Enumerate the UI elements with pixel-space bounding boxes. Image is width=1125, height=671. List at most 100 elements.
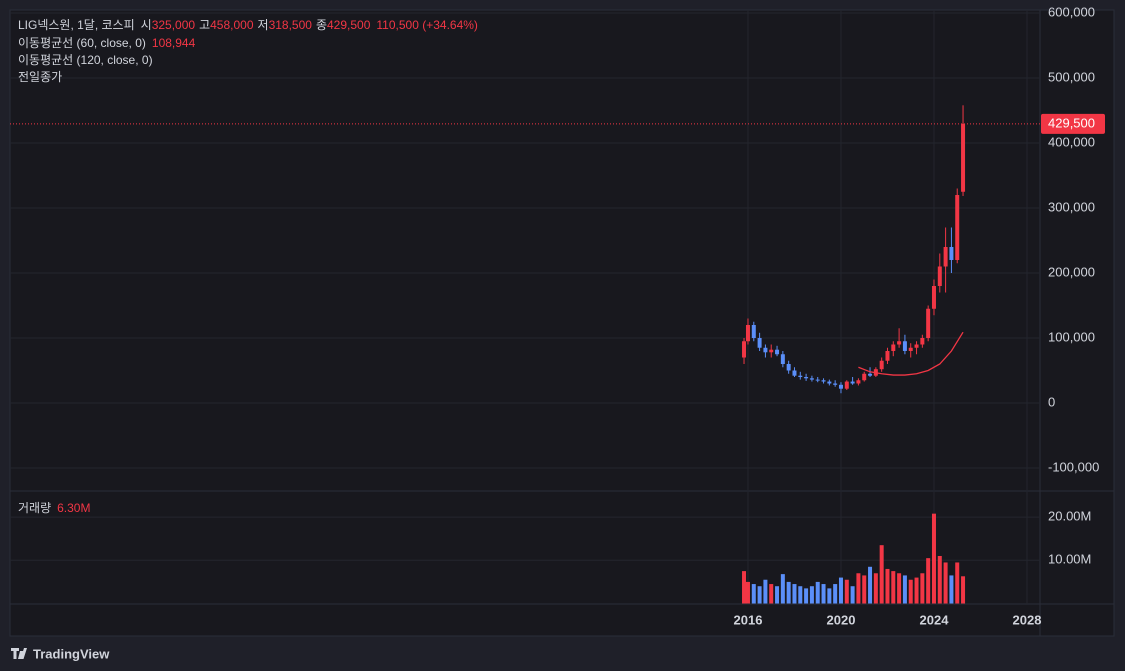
x-tick-label: 2028	[1013, 612, 1042, 627]
volume-bar	[757, 586, 762, 604]
y-tick-label: 10.00M	[1048, 552, 1091, 567]
volume-legend: 거래량 6.30M	[18, 501, 90, 515]
volume-bar	[955, 562, 960, 604]
y-tick-label: 600,000	[1048, 4, 1095, 19]
volume-bar	[897, 573, 902, 604]
last-price-label: 429,500	[1048, 115, 1095, 130]
volume-bar	[809, 586, 814, 604]
volume-bar	[862, 575, 867, 604]
volume-bar	[949, 575, 954, 604]
brand[interactable]: TradingView	[11, 646, 110, 661]
candle-body	[897, 341, 902, 345]
volume-bar	[908, 579, 913, 604]
candle-body	[937, 266, 942, 286]
candle-body	[914, 344, 919, 348]
candle-body	[856, 380, 861, 384]
volume-bar	[815, 581, 820, 604]
candle-body	[780, 354, 785, 364]
candle-body	[804, 377, 809, 379]
volume-bar	[873, 573, 878, 604]
candle-body	[879, 360, 884, 370]
volume-bar	[931, 513, 936, 604]
y-tick-label: 0	[1048, 394, 1055, 409]
candle-body	[955, 194, 960, 260]
chart-frame	[9, 9, 1115, 637]
volume-bar	[891, 571, 896, 604]
legend-value: 108,944	[152, 36, 196, 50]
candle-body	[745, 324, 750, 342]
candle-body	[868, 373, 873, 376]
y-tick-label: 100,000	[1048, 329, 1095, 344]
candle-body	[798, 375, 803, 377]
y-tick-label: -100,000	[1048, 459, 1099, 474]
x-tick-label: 2020	[827, 612, 856, 627]
ohlc-label: 종	[316, 18, 327, 32]
candle-body	[757, 338, 762, 348]
volume-bar	[902, 575, 907, 604]
volume-bar	[804, 588, 809, 604]
candle-body	[742, 341, 747, 358]
candle-body	[815, 379, 820, 381]
volume-bar	[844, 579, 849, 604]
volume-bar	[751, 584, 756, 604]
legend-label: 이동평균선 (120, close, 0)	[18, 53, 153, 67]
x-tick-label: 2016	[734, 612, 763, 627]
y-tick-label: 400,000	[1048, 134, 1095, 149]
ohlc-label: 저	[258, 18, 269, 32]
candle-body	[786, 364, 791, 371]
legend-value: 6.30M	[57, 501, 90, 515]
marks	[10, 105, 1040, 604]
candle-body	[943, 246, 948, 267]
ohlc-value: 325,000	[152, 18, 196, 32]
volume-bar	[798, 586, 803, 604]
volume-bar	[937, 555, 942, 604]
brand-logo	[11, 648, 27, 659]
ohlc-value: 458,000	[210, 18, 254, 32]
candle-body	[838, 384, 843, 389]
x-tick-label: 2024	[920, 612, 950, 627]
candle-body	[821, 380, 826, 382]
candle-body	[769, 349, 774, 353]
legend-label: 거래량	[18, 501, 51, 515]
volume-bar	[775, 586, 780, 604]
candle-body	[949, 246, 954, 260]
y-tick-label: 500,000	[1048, 69, 1095, 84]
ohlc-value: 429,500	[327, 18, 371, 32]
legend-label: 전일종가	[18, 70, 62, 84]
candle-body	[809, 378, 814, 380]
candle-body	[751, 324, 756, 338]
volume-bar	[856, 573, 861, 604]
grid	[10, 10, 1040, 604]
candle-body	[775, 349, 780, 355]
volume-bar	[914, 577, 919, 604]
candle-body	[902, 341, 907, 351]
volume-bar	[920, 573, 925, 604]
candle-body	[920, 338, 925, 345]
volume-bar	[926, 558, 931, 604]
candle-body	[931, 285, 936, 309]
volume-bar	[838, 577, 843, 604]
y-tick-label: 20.00M	[1048, 509, 1091, 524]
candle-body	[961, 123, 966, 192]
volume-bar	[868, 566, 873, 604]
candle-body	[763, 347, 768, 353]
change: 110,500 (+34.64%)	[376, 18, 478, 32]
volume-bar	[780, 574, 785, 604]
ohlc-label: 고	[199, 18, 210, 32]
volume-bar	[745, 581, 750, 604]
candle-body	[926, 308, 931, 338]
volume-bar	[786, 581, 791, 604]
candle-body	[844, 381, 849, 389]
ma-line	[858, 331, 964, 376]
legend-ma: 이동평균선 (60, close, 0) 108,944	[18, 36, 196, 50]
legend-header: LIG넥스원, 1달, 코스피 시325,000 고458,000 저318,500 종…	[18, 18, 478, 32]
volume-bar	[850, 586, 855, 604]
candle-body	[792, 370, 797, 376]
candle-body	[833, 383, 838, 385]
volume-bar	[792, 584, 797, 604]
candle-body	[850, 381, 855, 384]
candle-body	[891, 344, 896, 351]
candle-body	[908, 347, 913, 351]
symbol: LIG넥스원, 1달, 코스피	[18, 18, 135, 32]
